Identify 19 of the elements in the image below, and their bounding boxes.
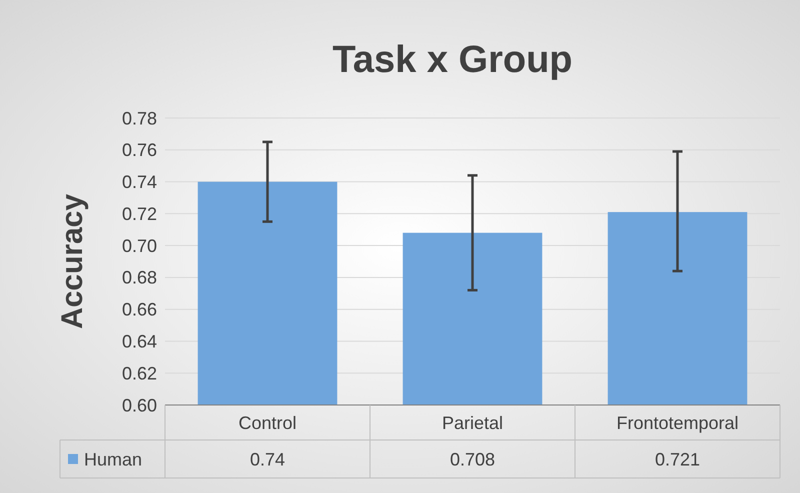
y-tick-label: 0.60 (122, 395, 157, 416)
y-tick-label: 0.64 (122, 332, 157, 352)
y-tick-label: 0.78 (122, 108, 157, 128)
y-tick-label: 0.76 (122, 140, 157, 160)
y-tick-label: 0.74 (122, 172, 157, 192)
x-tick-label: Frontotemporal (616, 412, 739, 433)
chart-title: Task x Group (332, 39, 573, 81)
y-tick-label: 0.68 (122, 268, 157, 288)
y-tick-label: 0.72 (122, 204, 157, 224)
y-tick-label: 0.66 (122, 300, 157, 320)
data-label: 0.721 (654, 449, 700, 470)
data-label: 0.708 (450, 449, 496, 470)
y-axis-title: Accuracy (56, 194, 89, 330)
data-label: 0.74 (250, 449, 286, 470)
y-tick-label: 0.62 (122, 363, 157, 384)
x-tick-label: Control (238, 412, 297, 433)
legend-label: Human (84, 449, 142, 470)
x-tick-label: Parietal (442, 412, 504, 433)
y-tick-label: 0.70 (122, 236, 157, 256)
